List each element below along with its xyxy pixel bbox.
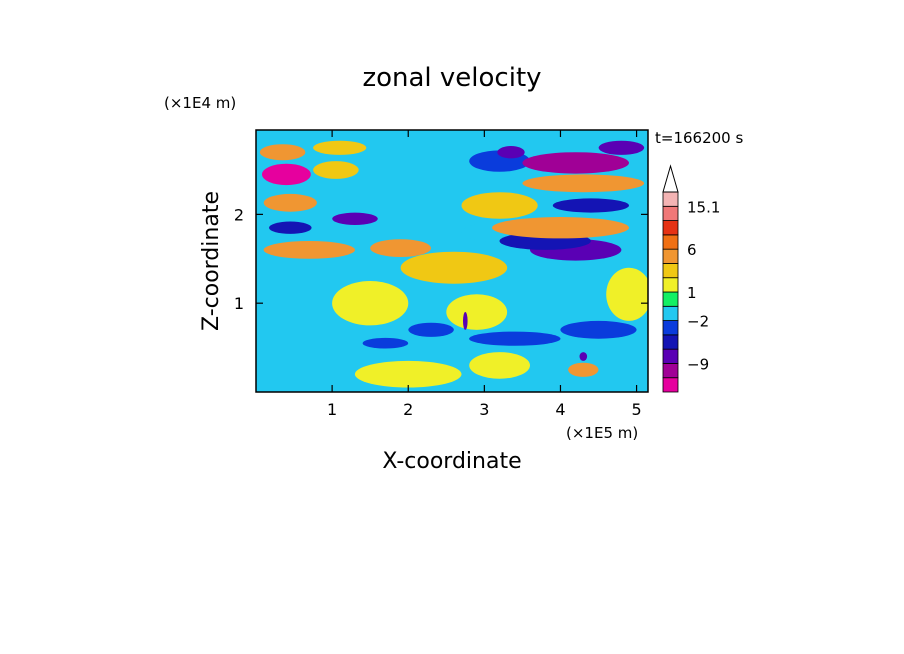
y-tick-label-1: 2 (234, 205, 244, 224)
velocity-cell-7 (263, 241, 355, 259)
velocity-cell-32 (606, 267, 648, 321)
x-axis-unit: (×1E5 m) (566, 424, 638, 442)
colorbar-label-4: −9 (687, 355, 709, 373)
velocity-cell-4 (263, 193, 317, 212)
colorbar-over-arrow (662, 164, 679, 193)
velocity-cell-16 (552, 198, 630, 213)
colorbar-swatch-9 (662, 248, 679, 264)
colorbar-swatch-12 (662, 205, 679, 221)
velocity-cell-3 (313, 161, 359, 179)
velocity-cell-14 (598, 140, 645, 155)
colorbar-swatch-0 (662, 377, 679, 393)
velocity-cell-27 (354, 360, 462, 388)
velocity-cell-15 (522, 174, 645, 193)
colorbar-swatch-3 (662, 334, 679, 350)
colorbar-label-2: 1 (687, 284, 697, 302)
chart-title: zonal velocity (362, 63, 541, 93)
colorbar-swatch-4 (662, 320, 679, 336)
y-axis-label: Z-coordinate (199, 191, 224, 331)
colorbar-swatch-2 (662, 348, 679, 364)
velocity-cell-22 (446, 294, 508, 330)
x-axis-label: X-coordinate (382, 449, 521, 474)
colorbar-label-1: 6 (687, 241, 697, 259)
velocity-cell-28 (469, 352, 530, 379)
velocity-cell-21 (332, 281, 409, 326)
contour-field (256, 130, 648, 392)
velocity-cell-29 (568, 362, 599, 377)
time-label: t=166200 s (655, 129, 743, 147)
velocity-cell-10 (461, 192, 538, 219)
colorbar-swatch-11 (662, 220, 679, 236)
x-tick-label-3: 4 (555, 400, 565, 419)
colorbar-swatch-1 (662, 363, 679, 379)
velocity-cell-20 (400, 251, 508, 284)
colorbar: 15.1 6 1 −2 −9 (662, 164, 720, 393)
x-tick-label-2: 3 (479, 400, 489, 419)
velocity-cell-0 (259, 144, 306, 161)
colorbar-swatch-6 (662, 291, 679, 307)
velocity-cell-13 (522, 152, 629, 174)
velocity-cell-12 (497, 146, 525, 159)
x-tick-label-4: 5 (631, 400, 641, 419)
colorbar-swatch-10 (662, 234, 679, 250)
velocity-cell-30 (463, 312, 468, 330)
velocity-cell-26 (560, 320, 637, 339)
colorbar-label-0: 15.1 (687, 198, 720, 216)
velocity-cell-1 (313, 140, 367, 155)
plot-frame (255, 129, 649, 393)
colorbar-swatch-5 (662, 305, 679, 321)
colorbar-swatch-8 (662, 263, 679, 279)
y-axis: 12 (234, 205, 648, 313)
velocity-cell-6 (332, 212, 378, 225)
velocity-cell-2 (262, 163, 311, 186)
velocity-cell-31 (579, 352, 588, 361)
velocity-cell-23 (362, 337, 409, 349)
velocity-cell-5 (269, 221, 312, 234)
x-tick-label-1: 2 (403, 400, 413, 419)
velocity-cell-24 (408, 322, 454, 337)
velocity-cell-25 (469, 331, 561, 346)
colorbar-label-3: −2 (687, 313, 709, 331)
y-axis-unit: (×1E4 m) (164, 94, 236, 112)
x-axis: 1 2 3 4 5 (327, 130, 642, 419)
y-tick-label-0: 1 (234, 294, 244, 313)
velocity-cell-19 (492, 217, 629, 239)
x-tick-label-0: 1 (327, 400, 337, 419)
colorbar-swatch-7 (662, 277, 679, 293)
colorbar-swatch-13 (662, 191, 679, 207)
velocity-cell-8 (370, 239, 431, 257)
